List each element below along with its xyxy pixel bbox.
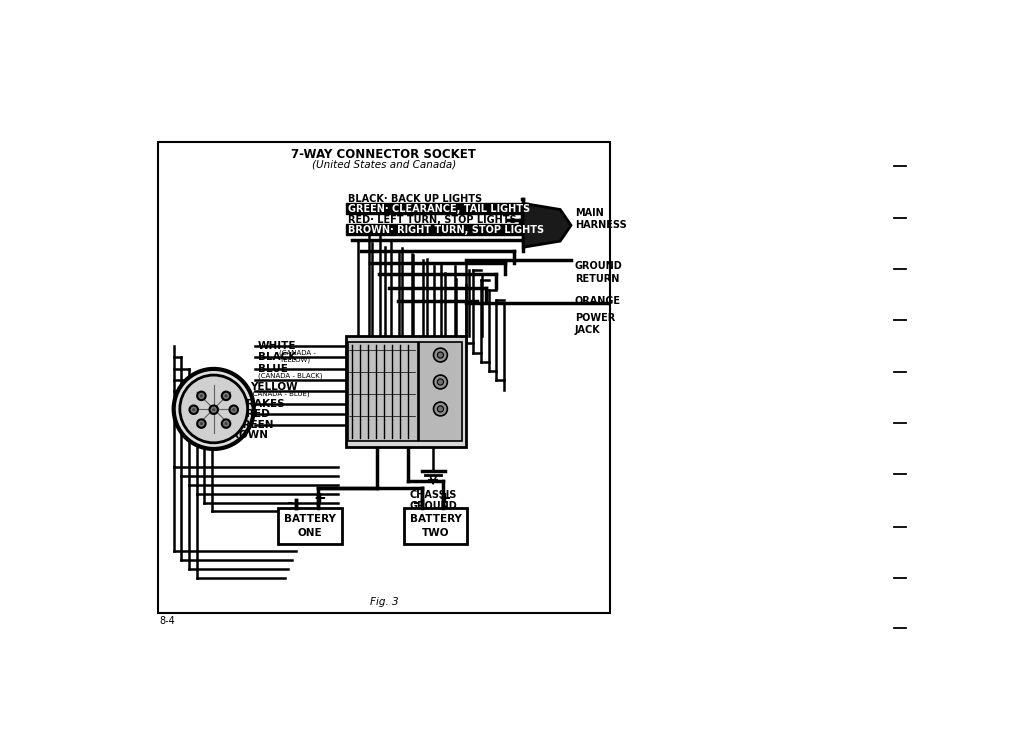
Circle shape [212,408,215,411]
Text: GREEN· CLEARANCE, TAIL LIGHTS: GREEN· CLEARANCE, TAIL LIGHTS [348,203,529,214]
Text: BLACK· BACK UP LIGHTS: BLACK· BACK UP LIGHTS [348,194,482,203]
Text: 8-4: 8-4 [160,616,175,627]
Bar [346,224,542,235]
Bar [348,342,418,441]
Text: BROWN: BROWN [223,430,268,440]
Bar [403,507,467,545]
Text: +: + [313,491,326,506]
Circle shape [193,408,196,411]
Circle shape [180,375,248,443]
Bar [346,203,529,214]
Circle shape [433,348,447,362]
Text: YELLOW: YELLOW [250,381,298,392]
Circle shape [210,405,218,414]
Circle shape [433,375,447,389]
Circle shape [437,379,443,385]
Text: (United States and Canada): (United States and Canada) [311,159,456,169]
Text: -: - [287,495,293,510]
Text: ORANGE: ORANGE [574,297,621,306]
Bar [158,142,610,613]
Text: (CANADA -
YELLOW): (CANADA - YELLOW) [280,349,316,363]
Circle shape [189,405,198,414]
Text: 7-WAY CONNECTOR SOCKET: 7-WAY CONNECTOR SOCKET [292,148,476,162]
Circle shape [224,422,227,425]
Text: +: + [438,491,452,506]
Circle shape [232,408,236,411]
Bar [419,342,462,441]
Text: RED· LEFT TURN, STOP LIGHTS: RED· LEFT TURN, STOP LIGHTS [348,215,516,224]
Text: BATTERY
ONE: BATTERY ONE [284,514,336,538]
Circle shape [222,392,230,400]
Circle shape [437,352,443,358]
Bar [346,336,466,448]
Polygon shape [523,203,571,247]
Text: (CANADA - BLUE): (CANADA - BLUE) [250,390,309,397]
Text: Fig. 3: Fig. 3 [370,597,398,607]
Circle shape [198,392,206,400]
Text: -: - [412,495,419,510]
Text: WHITE: WHITE [258,340,296,351]
Circle shape [200,394,203,397]
Circle shape [198,419,206,428]
Circle shape [200,422,203,425]
Text: BLUE: BLUE [258,364,288,374]
Text: GROUND
RETURN: GROUND RETURN [574,261,623,284]
Circle shape [229,405,238,414]
Text: MAIN
HARNESS: MAIN HARNESS [574,208,627,230]
Circle shape [222,419,230,428]
Text: BATTERY
TWO: BATTERY TWO [410,514,462,538]
Text: BRAKES: BRAKES [239,399,285,408]
Text: (CANADA - BLACK): (CANADA - BLACK) [258,372,323,379]
Bar [279,507,342,545]
Text: CHASSIS
GROUND: CHASSIS GROUND [410,489,457,511]
Text: BLACK: BLACK [258,352,296,362]
Text: RED: RED [246,409,269,419]
Circle shape [433,402,447,416]
Text: GREEN: GREEN [234,420,274,430]
Circle shape [224,394,227,397]
Text: POWER
JACK: POWER JACK [574,313,615,335]
Circle shape [174,369,254,449]
Text: BROWN· RIGHT TURN, STOP LIGHTS: BROWN· RIGHT TURN, STOP LIGHTS [348,224,544,235]
Circle shape [437,406,443,412]
